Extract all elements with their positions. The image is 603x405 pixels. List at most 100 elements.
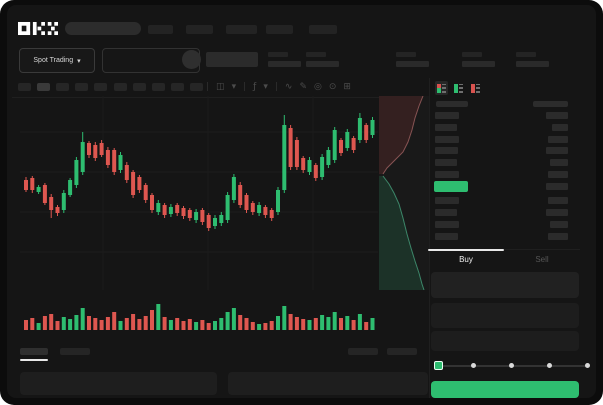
volume-bar	[99, 320, 104, 330]
ask-row[interactable]	[430, 171, 580, 179]
bid-price-placeholder	[435, 221, 459, 228]
line-tool-icon[interactable]: ∿	[284, 82, 293, 92]
nav-item-placeholder[interactable]	[266, 25, 293, 34]
nav-item-placeholder[interactable]	[186, 25, 213, 34]
toolbar-divider	[12, 97, 429, 98]
bid-row[interactable]	[430, 197, 580, 205]
ask-row[interactable]	[430, 135, 580, 144]
timeframe-button[interactable]	[56, 83, 70, 91]
candle	[351, 136, 356, 153]
fullscreen-icon[interactable]: ⊞	[343, 82, 351, 92]
volume-bar	[294, 317, 299, 330]
snapshot-icon[interactable]: ◎	[313, 82, 322, 92]
market-type-label: Spot Trading	[33, 57, 74, 64]
candlestick-chart[interactable]	[20, 96, 378, 290]
volume-bar	[244, 318, 249, 330]
timeframe-button[interactable]	[189, 83, 203, 91]
ask-price-placeholder	[435, 135, 459, 143]
volume-bar	[150, 310, 154, 330]
bids-book-toggle-icon[interactable]	[452, 81, 465, 95]
panel-divider	[429, 78, 430, 398]
timeframe-button[interactable]	[37, 83, 51, 91]
volume-bar	[36, 323, 41, 330]
market-type-selector[interactable]: Spot Trading ▾	[19, 48, 95, 73]
volume-bar	[175, 318, 180, 330]
bid-row[interactable]	[430, 233, 580, 241]
volume-bar	[74, 315, 79, 330]
slider-stop-dot[interactable]	[546, 363, 552, 368]
ask-row[interactable]	[430, 123, 580, 132]
ask-price-placeholder	[435, 171, 459, 178]
combined-book-toggle-icon[interactable]	[435, 81, 448, 95]
trade-tab-sell[interactable]: Sell	[535, 254, 549, 264]
order-input-field[interactable]	[431, 331, 579, 351]
slider-stop-dot[interactable]	[470, 363, 476, 368]
bottom-action-placeholder[interactable]	[348, 348, 378, 355]
chevron-down-icon[interactable]: ▾	[231, 82, 237, 92]
candle	[250, 201, 255, 215]
candle	[42, 183, 47, 205]
ask-row[interactable]	[430, 159, 580, 167]
timeframe-button[interactable]	[18, 83, 31, 91]
timeframe-button[interactable]	[170, 83, 184, 91]
ask-row[interactable]	[430, 147, 580, 155]
bid-size-placeholder	[548, 197, 568, 204]
asks-book-toggle-icon[interactable]	[469, 81, 482, 95]
candle	[143, 183, 148, 203]
order-input-field[interactable]	[431, 272, 579, 298]
candle	[150, 193, 154, 213]
volume-bar	[307, 320, 312, 330]
nav-item-placeholder[interactable]	[309, 25, 337, 34]
draw-icon[interactable]: ✎	[299, 82, 307, 92]
bottom-action-placeholder[interactable]	[387, 348, 417, 355]
candle	[124, 162, 129, 183]
volume-bar	[30, 318, 35, 330]
slider-stop-dot[interactable]	[584, 363, 590, 368]
timeframe-button[interactable]	[94, 83, 108, 91]
divider: |	[274, 82, 278, 92]
buy-submit-button[interactable]	[431, 381, 579, 398]
volume-bar	[219, 318, 224, 330]
volume-bar	[143, 316, 148, 330]
bid-row[interactable]	[430, 209, 580, 217]
settings-icon[interactable]: ⊙	[328, 82, 337, 92]
search-input[interactable]	[65, 22, 141, 35]
nav-item-placeholder[interactable]	[148, 25, 173, 34]
chevron-down-icon[interactable]: ▾	[263, 82, 268, 92]
timeframe-button[interactable]	[113, 83, 127, 91]
candle-style-icon[interactable]: ◫	[216, 82, 225, 92]
ask-price-placeholder	[435, 147, 458, 155]
bottom-right-panel[interactable]	[228, 372, 428, 395]
chart-tool-icons: | ◫ ▾ | ƒ ▾ | ∿ ✎ ◎ ⊙ ⊞	[206, 80, 351, 94]
volume-bar	[225, 312, 230, 330]
candle	[370, 117, 375, 138]
last-price-badge[interactable]	[434, 181, 468, 192]
last-size-placeholder	[546, 183, 568, 190]
ask-row[interactable]	[430, 112, 580, 120]
indicators-icon[interactable]: ƒ	[253, 82, 257, 92]
timeframe-button[interactable]	[75, 83, 89, 91]
timeframe-button[interactable]	[132, 83, 146, 91]
timeframe-button[interactable]	[151, 83, 165, 91]
nav-item-placeholder[interactable]	[226, 25, 257, 34]
tabs-divider	[430, 249, 580, 250]
slider-handle[interactable]	[434, 361, 443, 370]
okx-logo[interactable]	[18, 21, 58, 36]
trade-tab-buy[interactable]: Buy	[459, 254, 473, 264]
slider-stop-dot[interactable]	[508, 363, 514, 368]
candle	[307, 157, 312, 175]
candle	[105, 147, 110, 168]
bottom-tab-placeholder[interactable]	[60, 348, 90, 355]
volume-bar	[320, 315, 325, 330]
candle	[231, 174, 236, 203]
volume-bar	[263, 323, 268, 330]
order-input-field[interactable]	[431, 303, 579, 328]
stat-label-placeholder	[516, 52, 536, 57]
candle	[156, 200, 161, 215]
bottom-left-panel[interactable]	[20, 372, 217, 395]
bottom-tab-placeholder[interactable]	[20, 348, 48, 355]
active-tab-indicator	[428, 249, 504, 251]
stat-value-placeholder	[462, 61, 495, 67]
bid-row[interactable]	[430, 221, 580, 229]
